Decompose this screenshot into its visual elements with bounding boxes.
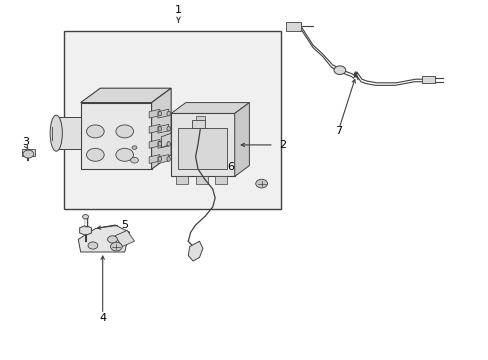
Polygon shape — [149, 139, 160, 148]
Ellipse shape — [158, 126, 162, 131]
Ellipse shape — [166, 141, 170, 146]
Circle shape — [86, 148, 104, 161]
Text: 7: 7 — [334, 126, 342, 136]
Polygon shape — [149, 124, 160, 133]
Circle shape — [86, 125, 104, 138]
Polygon shape — [149, 154, 160, 163]
Text: 4: 4 — [99, 312, 106, 323]
Bar — [421, 76, 434, 83]
Polygon shape — [158, 109, 168, 118]
Circle shape — [23, 150, 34, 158]
Polygon shape — [158, 124, 168, 133]
Bar — [56, 117, 81, 149]
Bar — [176, 176, 188, 184]
Bar — [178, 128, 227, 169]
Polygon shape — [158, 154, 168, 163]
Bar — [171, 113, 234, 176]
Circle shape — [255, 179, 267, 188]
Ellipse shape — [166, 126, 170, 131]
Circle shape — [116, 125, 133, 138]
Polygon shape — [151, 88, 171, 169]
Circle shape — [107, 236, 117, 243]
Bar — [81, 103, 151, 169]
Polygon shape — [78, 225, 129, 252]
Bar — [63, 31, 281, 209]
Polygon shape — [115, 230, 134, 247]
Bar — [191, 120, 205, 128]
Circle shape — [130, 157, 138, 163]
Ellipse shape — [158, 141, 162, 146]
Text: 2: 2 — [278, 140, 285, 150]
Ellipse shape — [158, 157, 162, 161]
Circle shape — [88, 242, 98, 249]
Polygon shape — [161, 133, 171, 148]
Circle shape — [116, 148, 133, 161]
Circle shape — [110, 242, 122, 251]
Polygon shape — [81, 88, 171, 103]
Text: 5: 5 — [121, 220, 128, 230]
Circle shape — [82, 215, 88, 219]
Polygon shape — [149, 109, 160, 118]
Circle shape — [333, 66, 345, 75]
Bar — [285, 22, 300, 31]
Polygon shape — [158, 139, 168, 148]
Text: 6: 6 — [227, 162, 234, 172]
Polygon shape — [171, 103, 249, 113]
Polygon shape — [80, 225, 91, 235]
Bar — [195, 176, 207, 184]
Ellipse shape — [166, 157, 170, 161]
Text: 3: 3 — [22, 137, 29, 147]
Bar — [22, 149, 35, 156]
Bar — [215, 176, 227, 184]
Ellipse shape — [50, 115, 62, 151]
Ellipse shape — [158, 111, 162, 116]
Polygon shape — [234, 103, 249, 176]
Ellipse shape — [166, 111, 170, 116]
Circle shape — [132, 146, 137, 149]
Bar — [195, 116, 205, 120]
Polygon shape — [188, 241, 203, 261]
Text: 1: 1 — [175, 5, 182, 15]
